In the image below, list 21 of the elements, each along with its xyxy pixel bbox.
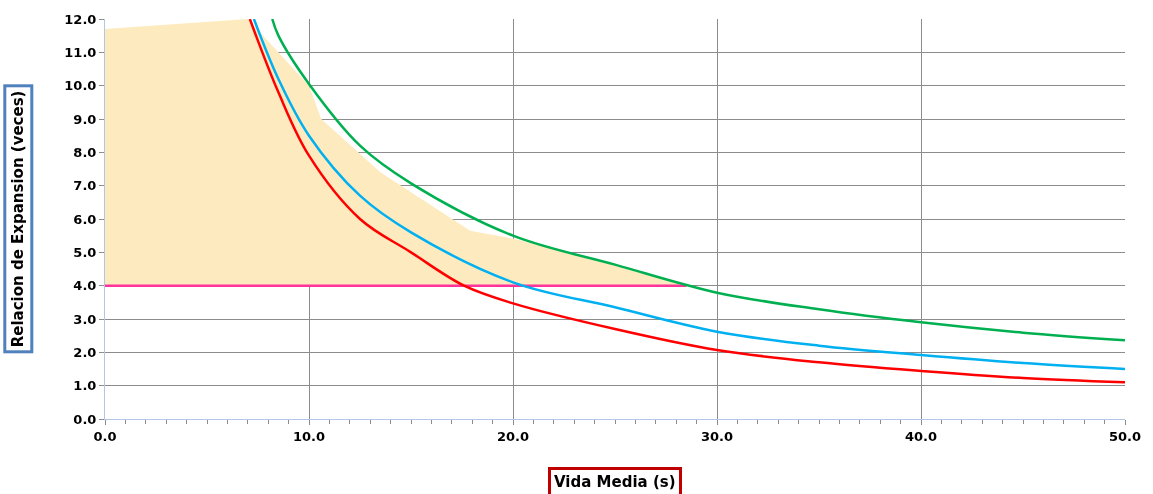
- x-tick-label: 10.0: [292, 428, 326, 444]
- x-tick-label: 40.0: [904, 428, 938, 444]
- x-tick-label: 30.0: [700, 428, 734, 444]
- y-tick-label: 8.0: [73, 144, 97, 160]
- y-tick-label: 12.0: [64, 11, 97, 27]
- y-tick-label: 1.0: [73, 378, 97, 394]
- x-axis-title: Vida Media (s): [554, 473, 676, 491]
- y-tick-label: 9.0: [73, 111, 97, 127]
- y-axis-title: Relacion de Expansion (veces): [9, 90, 28, 348]
- y-tick-label: 5.0: [73, 244, 97, 260]
- y-tick-label: 10.0: [64, 78, 97, 94]
- x-tick-label: 50.0: [1108, 428, 1142, 444]
- y-tick-label: 2.0: [73, 344, 97, 360]
- y-tick-label: 11.0: [64, 44, 97, 60]
- y-tick-label: 7.0: [73, 178, 97, 194]
- x-tick-label: 0.0: [93, 428, 117, 444]
- y-tick-label: 0.0: [73, 411, 97, 427]
- y-tick-label: 6.0: [73, 211, 97, 227]
- x-tick-label: 20.0: [496, 428, 530, 444]
- y-tick-label: 3.0: [73, 311, 97, 327]
- y-tick-label: 4.0: [73, 278, 97, 294]
